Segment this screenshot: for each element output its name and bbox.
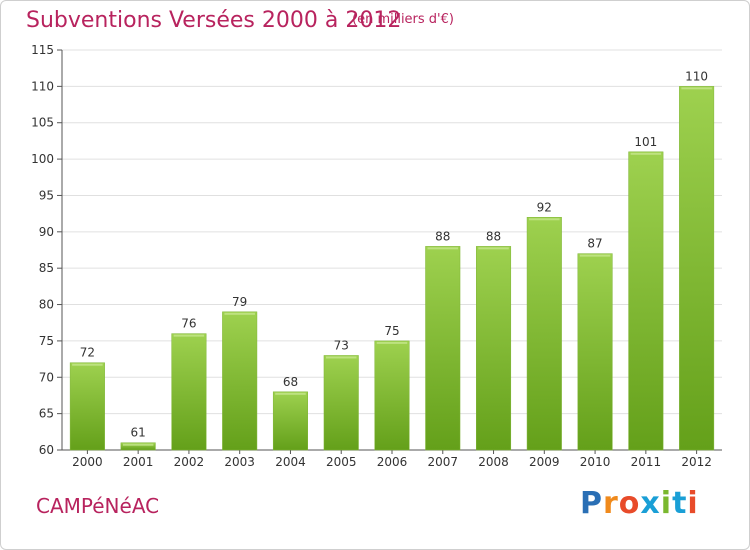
logo-letter: x [640, 486, 661, 521]
x-tick-label: 2004 [275, 455, 306, 469]
logo-letter: i [687, 486, 699, 521]
bar-value-label: 88 [486, 229, 501, 243]
bars [69, 86, 715, 451]
bar [222, 311, 258, 451]
y-tick-label: 115 [31, 43, 54, 57]
y-tick-label: 105 [31, 116, 54, 130]
bar-value-label: 87 [587, 237, 602, 251]
bar [679, 86, 715, 451]
x-tick-label: 2006 [377, 455, 408, 469]
y-tick-label: 60 [39, 443, 54, 457]
y-tick-label: 75 [39, 334, 54, 348]
bar [69, 362, 105, 451]
bar-value-label: 79 [232, 295, 247, 309]
x-tick-label: 2003 [224, 455, 255, 469]
x-tick-label: 2011 [631, 455, 662, 469]
x-tick-label: 2009 [529, 455, 560, 469]
bar-value-label: 110 [685, 69, 708, 83]
x-tick-label: 2001 [123, 455, 154, 469]
y-tick-label: 95 [39, 188, 54, 202]
logo-letter: o [618, 486, 641, 521]
bar-value-label: 61 [131, 426, 146, 440]
bar [526, 217, 562, 451]
x-tick-label: 2012 [681, 455, 712, 469]
bar-value-label: 72 [80, 346, 95, 360]
x-tick-label: 2000 [72, 455, 103, 469]
bar-highlight [681, 87, 712, 90]
bar-highlight [122, 443, 154, 446]
bar-highlight [529, 218, 560, 221]
bar-highlight [72, 363, 103, 366]
y-tick-label: 85 [39, 261, 54, 275]
y-tick-label: 65 [39, 407, 54, 421]
bar [323, 355, 359, 451]
chart-subtitle: (en milliers d'€) [352, 12, 454, 27]
y-tick-label: 90 [39, 225, 54, 239]
bar-highlight [630, 152, 662, 155]
logo-letter: P [580, 486, 603, 521]
bar-value-label: 88 [435, 229, 450, 243]
bar [120, 442, 156, 451]
bar-highlight [224, 312, 255, 315]
x-tick-label: 2005 [326, 455, 357, 469]
x-tick-label: 2008 [478, 455, 509, 469]
logo-letter: t [672, 486, 688, 521]
bar-value-label: 68 [283, 375, 298, 389]
commune-name: CAMPéNéAC [36, 494, 160, 518]
bar-value-label: 101 [634, 135, 657, 149]
chart-title: Subventions Versées 2000 à 2012 [26, 8, 402, 33]
bar-highlight [376, 341, 408, 344]
y-tick-label: 70 [39, 370, 54, 384]
x-tick-label: 2010 [580, 455, 611, 469]
bar-highlight [579, 254, 611, 257]
bar [628, 151, 664, 451]
bar-highlight [275, 392, 306, 395]
bar-highlight [478, 247, 509, 250]
logo-letter: i [660, 486, 673, 521]
bar-value-label: 75 [384, 324, 399, 338]
bar [425, 246, 461, 451]
bar-highlight [325, 356, 357, 359]
x-tick-label: 2002 [174, 455, 205, 469]
labels: 60 65 70 75 80 85 90 95 100 105 110 115 72 2000 61 2001… [31, 43, 712, 469]
logo-letter: r [603, 486, 619, 521]
bar [374, 340, 410, 451]
bar [272, 391, 308, 451]
y-tick-label: 80 [39, 298, 54, 312]
bar-highlight [173, 334, 205, 337]
bar-value-label: 76 [181, 317, 196, 331]
y-tick-label: 100 [31, 152, 54, 166]
x-tick-label: 2007 [427, 455, 458, 469]
y-tick-label: 110 [31, 79, 54, 93]
proxiti-logo[interactable]: Proxiti [580, 486, 699, 521]
bar-value-label: 73 [334, 338, 349, 352]
bar [171, 333, 207, 451]
bar [577, 253, 613, 451]
bar-highlight [427, 247, 459, 250]
bar-value-label: 92 [537, 200, 552, 214]
bar [476, 246, 512, 451]
